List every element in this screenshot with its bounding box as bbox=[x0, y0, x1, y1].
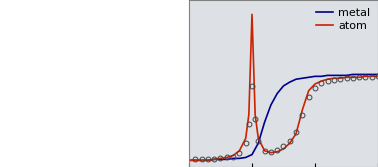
metal bbox=[187, 159, 191, 161]
atom bbox=[193, 159, 198, 161]
atom bbox=[369, 75, 374, 77]
metal bbox=[250, 154, 254, 156]
atom bbox=[269, 152, 273, 154]
atom bbox=[332, 77, 336, 79]
metal bbox=[376, 73, 378, 75]
atom bbox=[357, 76, 361, 78]
atom bbox=[325, 78, 330, 80]
atom bbox=[212, 158, 217, 160]
Line: metal: metal bbox=[189, 74, 378, 160]
metal bbox=[338, 74, 342, 76]
metal bbox=[237, 157, 242, 159]
metal bbox=[363, 73, 368, 75]
atom bbox=[206, 159, 210, 161]
atom bbox=[281, 148, 286, 150]
metal bbox=[218, 158, 223, 160]
atom bbox=[231, 154, 235, 156]
metal bbox=[193, 159, 198, 161]
metal bbox=[319, 75, 324, 77]
atom bbox=[187, 159, 191, 161]
metal bbox=[288, 81, 292, 83]
metal bbox=[350, 73, 355, 75]
metal bbox=[256, 142, 260, 144]
atom bbox=[243, 137, 248, 139]
metal bbox=[262, 121, 267, 123]
metal bbox=[269, 104, 273, 106]
Legend: metal, atom: metal, atom bbox=[314, 6, 372, 33]
metal bbox=[357, 73, 361, 75]
atom bbox=[376, 75, 378, 77]
atom bbox=[262, 150, 267, 152]
metal bbox=[313, 75, 317, 77]
atom bbox=[294, 133, 298, 135]
metal bbox=[225, 158, 229, 160]
metal bbox=[206, 159, 210, 161]
atom bbox=[307, 90, 311, 92]
atom bbox=[237, 150, 242, 152]
metal bbox=[300, 77, 305, 79]
metal bbox=[325, 74, 330, 76]
atom bbox=[218, 157, 223, 159]
atom bbox=[246, 114, 251, 116]
atom bbox=[250, 13, 254, 15]
atom bbox=[253, 114, 257, 116]
atom bbox=[225, 156, 229, 158]
atom bbox=[199, 159, 204, 161]
atom bbox=[256, 137, 260, 139]
metal bbox=[243, 156, 248, 158]
metal bbox=[344, 74, 349, 76]
metal bbox=[294, 78, 298, 80]
metal bbox=[199, 159, 204, 161]
atom bbox=[344, 76, 349, 78]
atom bbox=[319, 80, 324, 82]
metal bbox=[332, 74, 336, 76]
atom bbox=[350, 76, 355, 78]
atom bbox=[313, 83, 317, 85]
atom bbox=[363, 75, 368, 77]
atom bbox=[300, 109, 305, 111]
metal bbox=[212, 158, 217, 160]
metal bbox=[275, 93, 279, 95]
atom bbox=[288, 142, 292, 144]
Line: atom: atom bbox=[189, 14, 378, 160]
atom bbox=[338, 77, 342, 79]
metal bbox=[281, 85, 286, 87]
metal bbox=[231, 157, 235, 159]
metal bbox=[369, 73, 374, 75]
atom bbox=[275, 151, 279, 153]
metal bbox=[307, 76, 311, 78]
